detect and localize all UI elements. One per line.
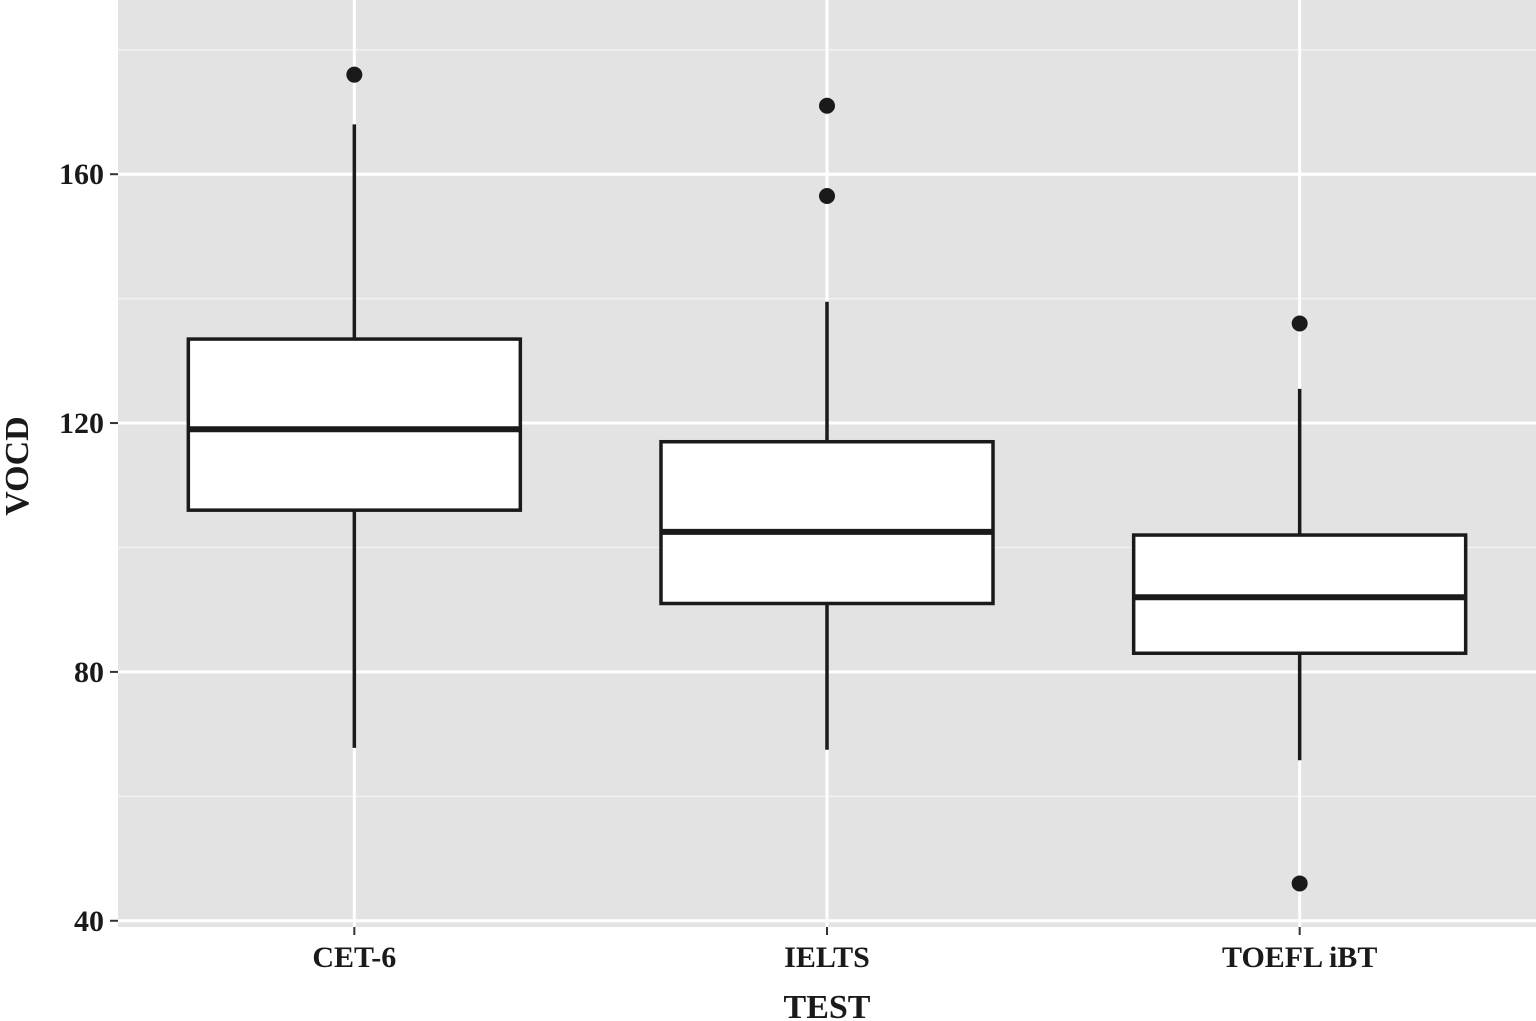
x-tick-label: CET-6 <box>312 941 396 974</box>
outlier-point <box>1291 875 1308 892</box>
box-series <box>186 66 1468 892</box>
outlier-point <box>819 97 835 114</box>
iqr-box <box>186 337 523 512</box>
axis-ticks: 40 80 120 160 CET-6 IELTS TOEFL iBT <box>59 158 1377 974</box>
outlier-point <box>819 187 835 204</box>
y-axis-title: VOCD <box>0 416 36 515</box>
box-toefl-ibt <box>1131 315 1468 892</box>
x-axis-title: TEST <box>784 989 871 1021</box>
outlier-point <box>1291 315 1308 332</box>
outlier-point <box>346 66 363 83</box>
x-tick-label: TOEFL iBT <box>1222 941 1377 974</box>
iqr-box <box>1131 533 1468 656</box>
y-tick-label: 120 <box>59 407 104 440</box>
x-tick-label: IELTS <box>784 941 870 974</box>
y-tick-label: 160 <box>59 158 104 191</box>
iqr-box <box>659 439 995 606</box>
box-cet-6 <box>186 66 523 748</box>
y-tick-label: 80 <box>74 656 104 689</box>
y-tick-label: 40 <box>74 905 104 938</box>
box-ielts <box>659 97 995 750</box>
